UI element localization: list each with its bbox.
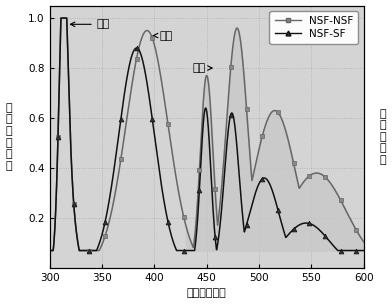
X-axis label: 波长（纳米）: 波长（纳米）	[187, 288, 227, 299]
Y-axis label: 紫
外
吸
收
强
度: 紫 外 吸 收 强 度	[5, 103, 12, 171]
Text: 磷光: 磷光	[192, 63, 212, 73]
Text: 荧光: 荧光	[153, 31, 173, 40]
Y-axis label: 发
射
光
强
度: 发 射 光 强 度	[380, 109, 387, 165]
Text: 紫外: 紫外	[71, 19, 110, 29]
Legend: NSF-NSF, NSF-SF: NSF-NSF, NSF-SF	[269, 11, 358, 44]
